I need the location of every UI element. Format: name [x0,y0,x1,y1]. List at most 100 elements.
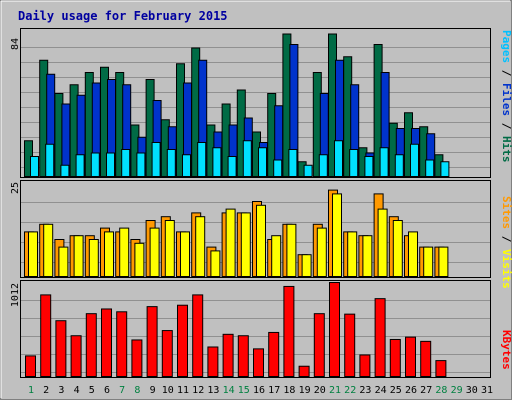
pages-bar [212,147,222,177]
x-tick-label: 10 [162,385,174,396]
pages-bar [166,149,176,177]
x-tick-label: 1 [28,385,34,396]
x-tick-label: 11 [177,385,189,396]
pages-bar [182,154,191,177]
kbytes-bar [55,320,67,377]
legend-item: Visits [500,249,512,289]
y-max-label-hits: 84 [10,38,21,50]
visits-bar [332,193,342,277]
pages-bar [334,140,343,177]
visits-bar [58,246,69,278]
bars [24,33,450,378]
x-tick-label: 29 [451,385,463,396]
visits-bar [28,231,38,277]
pages-bar [273,159,283,177]
pages-bar [197,142,207,177]
legend-item: Hits [500,136,512,163]
kbytes-bar [161,330,173,377]
x-axis-labels: 1 2 3 4 5 6 7 8 9 10 11 12 13 14 15 16 17 18 19 20 21 22 23 24 2… [28,385,493,396]
pages-bar [227,156,237,177]
visits-bar [286,223,297,278]
visits-bar [119,227,130,278]
x-tick-label: 4 [74,385,80,396]
pages-bar [394,154,404,177]
kbytes-bar [207,346,219,378]
kbytes-bar [85,313,97,378]
visits-bar [104,231,114,277]
x-tick-label: 17 [268,385,280,396]
kbytes-bar [192,294,204,377]
pages-bar [410,143,419,177]
pages-bar [379,147,389,177]
x-tick-label: 18 [283,385,295,396]
pages-bar [60,164,70,177]
kbytes-bar [359,354,371,378]
legend-item: Sites [500,196,512,229]
visits-bar [438,246,449,278]
legend-item: / [500,63,512,83]
pages-bar [136,152,146,177]
legend-kbytes: KBytes [500,330,512,370]
pages-bar [425,159,435,177]
x-tick-label: 3 [58,385,64,396]
pages-bar [364,156,374,177]
kbytes-bar [131,339,143,377]
visits-bar [180,231,190,277]
pages-bar [440,161,450,177]
kbytes-bar [146,306,158,377]
legend-item: / [500,116,512,136]
pages-bar [318,154,328,177]
x-tick-label: 9 [150,385,156,396]
kbytes-bar [283,285,295,377]
x-tick-label: 28 [435,385,447,396]
pages-bar [288,149,298,177]
x-tick-label: 30 [466,385,478,396]
x-tick-label: 8 [134,385,140,396]
pages-bar [242,140,252,177]
pages-bar [30,156,39,177]
kbytes-bar [101,308,112,377]
chart-title: Daily usage for February 2015 [18,9,228,23]
kbytes-bar [237,335,249,378]
x-tick-label: 21 [329,385,341,396]
kbytes-bar [253,348,264,378]
kbytes-bar [313,313,325,378]
legend-item: / [500,229,512,249]
visits-bar [88,239,99,277]
x-tick-label: 6 [104,385,110,396]
pages-bar [106,152,115,177]
y-max-label-visits: 25 [10,182,21,194]
legend-item: KBytes [500,330,512,370]
visits-bar [271,235,282,277]
x-tick-label: 12 [192,385,204,396]
visits-bar [377,208,388,278]
kbytes-bar [177,304,188,377]
kbytes-bar [268,331,280,377]
kbytes-bar [329,282,340,377]
x-tick-label: 31 [481,385,493,396]
x-tick-label: 13 [207,385,219,396]
kbytes-bar [222,333,234,377]
visits-bar [73,235,84,277]
pages-bar [90,152,100,177]
x-tick-label: 2 [43,385,49,396]
visits-bar [392,220,403,277]
kbytes-bar [40,294,52,377]
visits-bar [408,231,418,277]
pages-bar [258,147,267,177]
y-max-label-kbytes: 1012 [10,283,21,307]
x-tick-label: 16 [253,385,265,396]
visits-bar [347,231,358,277]
pages-bar [303,164,313,177]
legend-sites-visits: Sites / Visits [500,196,512,289]
pages-bar [45,143,55,177]
kbytes-bar [374,298,386,377]
pages-bar [349,149,359,177]
visits-bar [301,254,312,277]
visits-bar [43,223,54,278]
x-tick-label: 19 [299,385,311,396]
visits-bar [164,220,175,277]
x-tick-label: 15 [238,385,250,396]
kbytes-bar [116,311,128,378]
